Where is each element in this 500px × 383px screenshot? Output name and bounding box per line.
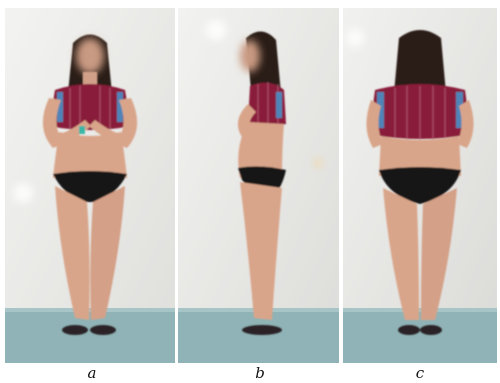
photo-front-view bbox=[5, 8, 175, 363]
caption-c: c bbox=[415, 364, 425, 382]
caption-b: b bbox=[255, 364, 265, 382]
side-view-image bbox=[178, 8, 339, 363]
front-view-image bbox=[5, 8, 175, 363]
photo-side-view bbox=[178, 8, 339, 363]
back-view-image bbox=[343, 8, 497, 363]
caption-a: a bbox=[87, 364, 97, 382]
photo-back-view bbox=[343, 8, 497, 363]
